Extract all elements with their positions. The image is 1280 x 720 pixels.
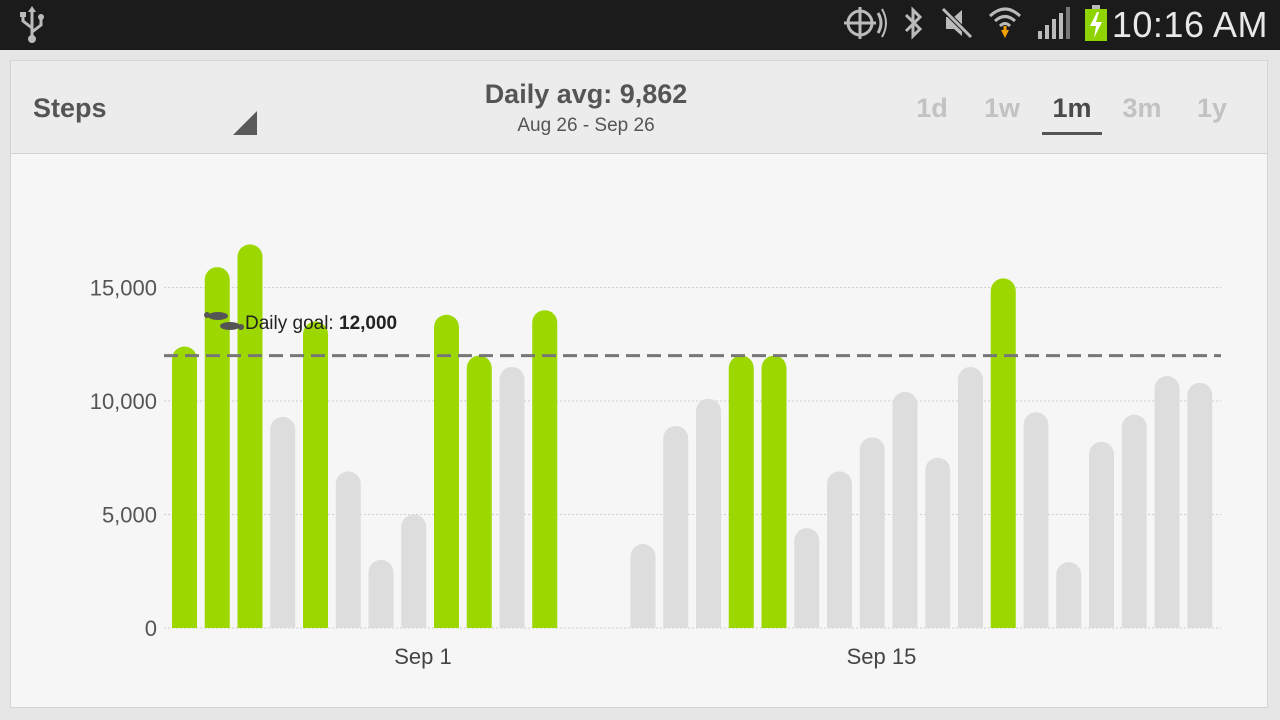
goal-value: 12,000 [339, 313, 397, 334]
bar [1187, 382, 1213, 628]
bar [1056, 562, 1082, 628]
bar [204, 267, 230, 628]
steps-card: Steps Daily avg: 9,862 Aug 26 - Sep 26 1… [10, 60, 1268, 708]
bar [794, 528, 820, 628]
bar [335, 471, 361, 628]
bar [827, 471, 852, 628]
wifi-icon [988, 4, 1022, 47]
bar [303, 321, 328, 628]
bluetooth-icon [902, 5, 926, 46]
y-tick-label: 5,000 [102, 503, 157, 528]
daily-average: Daily avg: 9,862 [484, 79, 688, 109]
metric-selector[interactable]: Steps [11, 61, 266, 153]
battery-icon [1084, 4, 1108, 47]
bar [696, 398, 721, 628]
usb-icon [16, 6, 48, 49]
bar [172, 346, 197, 628]
steps-bar-chart: 0 5,000 10,000 15,000 Daily goal: 12,000 Sep … [90, 244, 1221, 669]
y-tick-label: 0 [145, 616, 157, 641]
bar [499, 366, 525, 628]
footsteps-icon [204, 312, 244, 330]
bar [630, 544, 656, 628]
bar [1089, 441, 1114, 628]
bar [1154, 376, 1180, 628]
bar [958, 366, 983, 628]
y-tick-label: 10,000 [90, 389, 157, 414]
bar [925, 457, 951, 628]
status-time: 10:16 AM [1111, 4, 1268, 45]
bar [761, 355, 787, 628]
bar [728, 355, 754, 628]
tab-1m[interactable]: 1m [1037, 61, 1107, 153]
bar [1121, 414, 1147, 628]
bar [434, 314, 459, 628]
bar [237, 244, 263, 628]
goal-label: Daily goal: 12,000 [245, 313, 397, 334]
bar [270, 416, 296, 628]
bar [1023, 412, 1049, 628]
bar [466, 355, 492, 628]
signal-icon [1036, 5, 1070, 46]
tab-1y[interactable]: 1y [1196, 93, 1228, 123]
y-tick-label: 15,000 [90, 276, 157, 301]
summary: Daily avg: 9,862 Aug 26 - Sep 26 [386, 79, 786, 137]
x-tick-label: Sep 15 [847, 644, 917, 669]
gps-icon [842, 5, 888, 46]
bar [859, 437, 885, 628]
card-header: Steps Daily avg: 9,862 Aug 26 - Sep 26 1… [11, 61, 1267, 154]
bar [892, 391, 918, 628]
bar [663, 425, 689, 628]
status-bar: 10:16 AM [0, 0, 1280, 50]
tab-1w[interactable]: 1w [983, 93, 1021, 123]
mute-icon [940, 5, 974, 46]
bar [368, 559, 394, 628]
x-tick-label: Sep 1 [394, 644, 452, 669]
range-tabs: 1d 1w 1m 3m 1y [897, 61, 1247, 153]
bar [401, 514, 427, 628]
bar [990, 278, 1016, 628]
tab-1d[interactable]: 1d [916, 93, 948, 123]
metric-label: Steps [33, 93, 107, 123]
date-range: Aug 26 - Sep 26 [517, 115, 655, 136]
dropdown-triangle-icon [233, 111, 257, 135]
bar [532, 310, 558, 628]
tab-3m[interactable]: 3m [1122, 93, 1162, 123]
